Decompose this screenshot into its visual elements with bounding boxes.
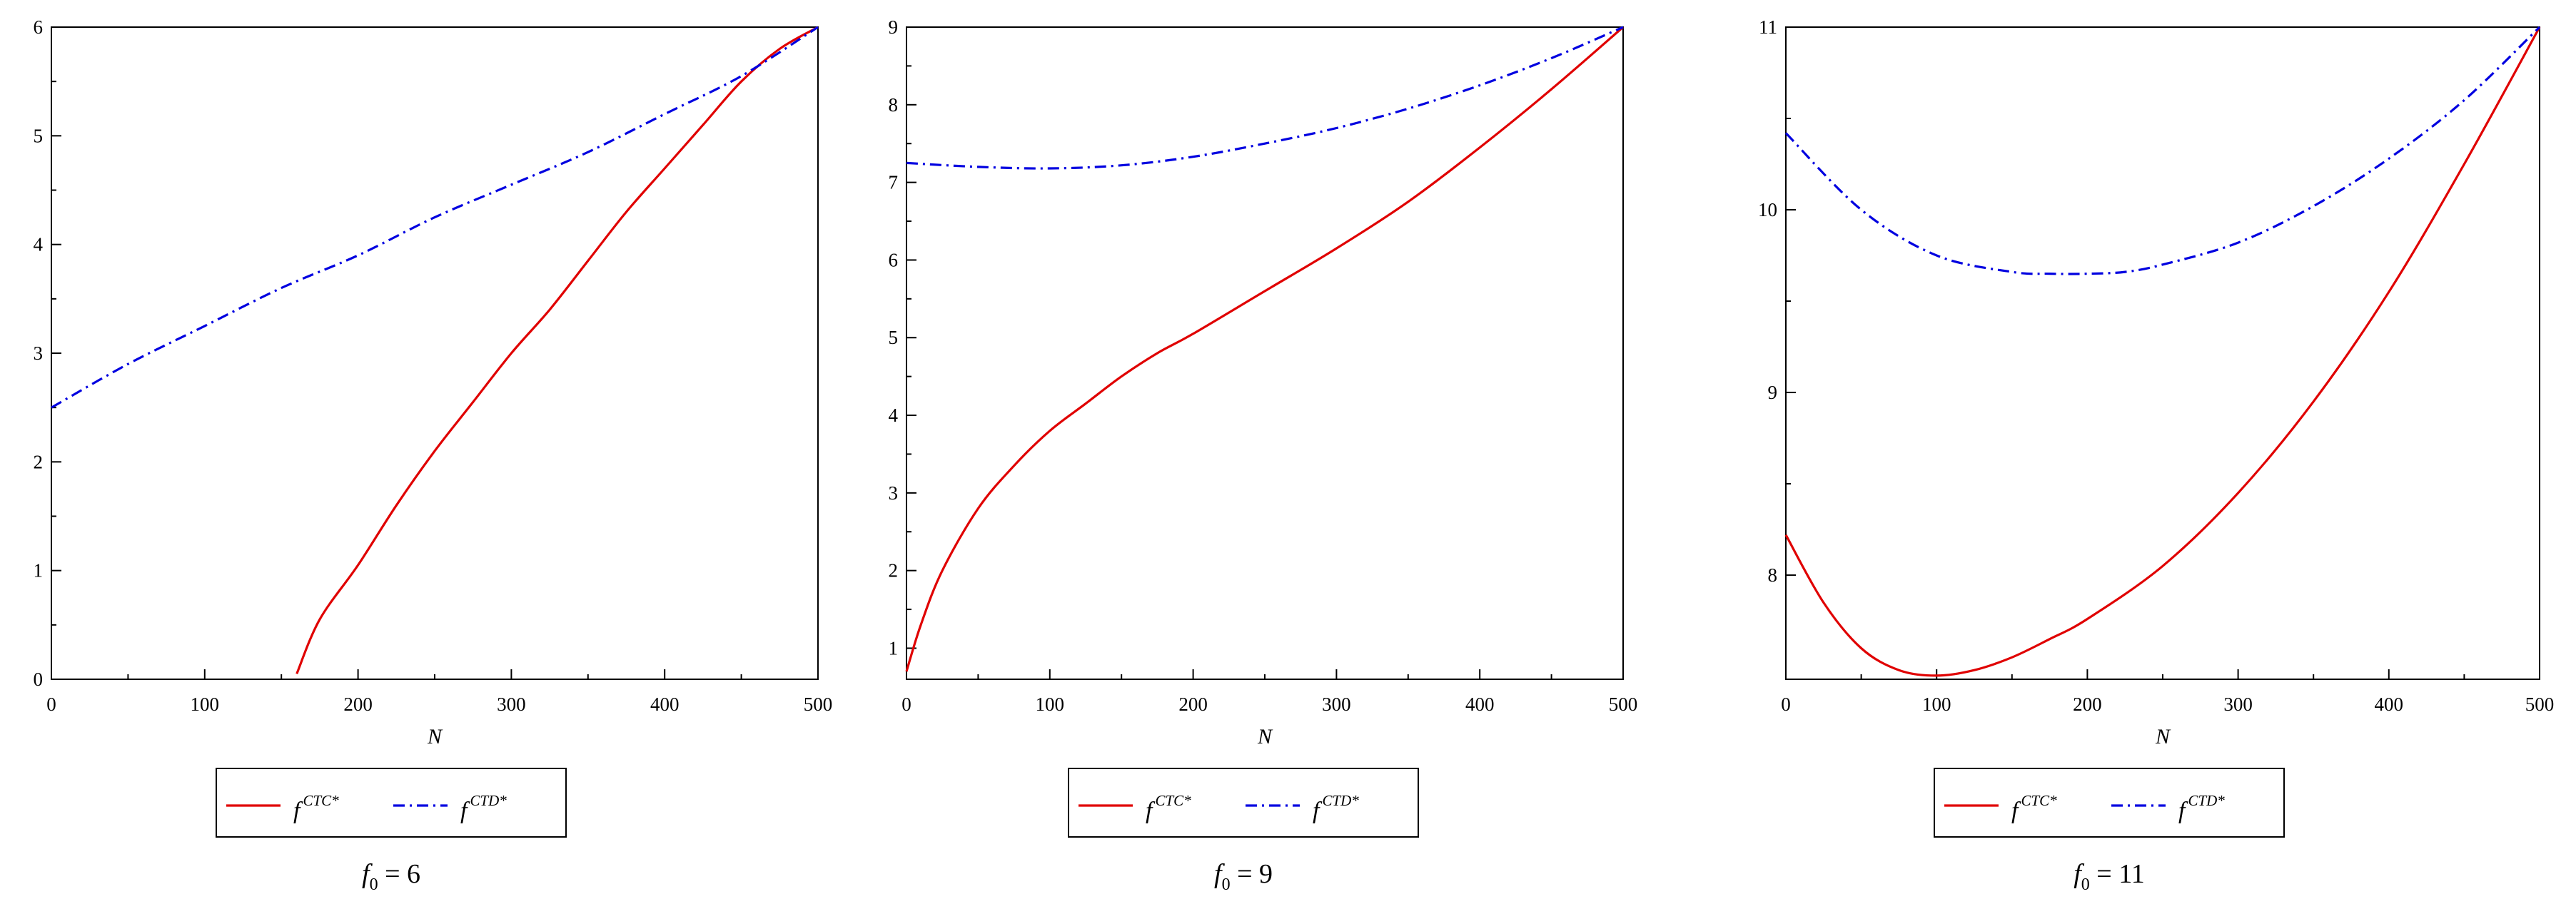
x-axis-label: N [2155,725,2171,748]
x-tick-label: 100 [1036,694,1065,715]
y-tick-label: 1 [34,560,44,582]
y-tick-label: 4 [889,405,899,426]
x-tick-label: 300 [497,694,526,715]
series-line-ctc [296,26,819,675]
y-tick-label: 2 [889,560,899,582]
x-tick-label: 200 [1178,694,1208,715]
x-tick-label: 500 [804,694,833,715]
y-tick-label: 10 [1758,199,1777,220]
y-tick-label: 3 [34,342,44,364]
series-line-ctd [906,26,1624,170]
panel-caption: f0 = 11 [2074,859,2145,894]
x-axis-label: N [1257,725,1273,748]
y-tick-label: 7 [889,172,899,193]
legend-box [216,768,567,838]
y-tick-label: 6 [889,249,899,270]
y-tick-label: 9 [1768,382,1778,403]
plot-frame [906,26,1624,680]
series-line-ctd [51,26,819,409]
x-tick-label: 400 [1465,694,1495,715]
series-line-ctc [1784,26,2541,677]
y-tick-label: 11 [1759,16,1777,38]
x-tick-label: 200 [2073,694,2102,715]
plot-frame [1785,26,2540,680]
series-line-ctc [905,26,1625,672]
y-tick-label: 3 [889,482,899,504]
y-tick-label: 9 [889,16,899,38]
x-axis-label: N [427,725,443,748]
x-tick-label: 300 [2223,694,2253,715]
x-tick-label: 500 [1609,694,1638,715]
series-line-ctd [1784,26,2541,275]
panel-caption: f0 = 9 [1214,859,1273,894]
legend-box [1068,768,1419,838]
x-tick-label: 0 [901,694,911,715]
y-tick-label: 1 [889,637,899,659]
x-tick-label: 100 [1922,694,1951,715]
legend-box [1934,768,2285,838]
y-tick-label: 4 [34,234,44,255]
y-tick-label: 0 [34,669,44,690]
panel-caption: f0 = 6 [362,859,420,894]
x-tick-label: 400 [650,694,680,715]
y-tick-label: 5 [34,125,44,146]
x-tick-label: 300 [1322,694,1351,715]
x-tick-label: 0 [46,694,56,715]
y-tick-label: 8 [889,94,899,116]
y-tick-label: 6 [34,16,44,38]
x-tick-label: 200 [343,694,373,715]
x-tick-label: 500 [2525,694,2555,715]
y-tick-label: 2 [34,451,44,472]
x-tick-label: 400 [2375,694,2404,715]
x-tick-label: 0 [1781,694,1791,715]
x-tick-label: 100 [191,694,220,715]
y-tick-label: 8 [1768,564,1778,586]
y-tick-label: 5 [889,327,899,348]
